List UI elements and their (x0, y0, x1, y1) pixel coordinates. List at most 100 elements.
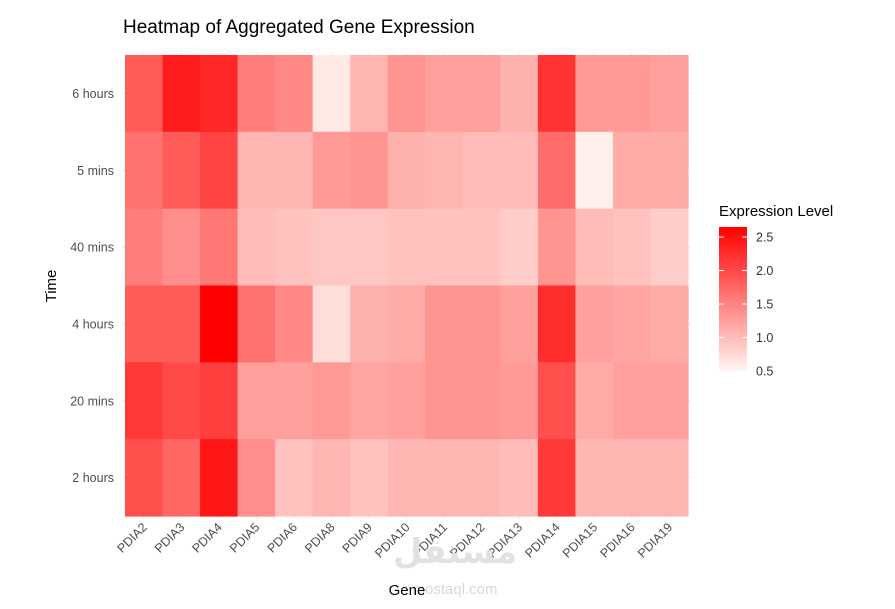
y-tick-label: 4 hours (72, 317, 114, 331)
heatmap-cell (575, 55, 614, 133)
legend-colorbar (719, 227, 747, 371)
x-tick-label: PDIA14 (522, 520, 562, 560)
heatmap-cell (312, 55, 351, 133)
x-tick-label: PDIA3 (152, 520, 187, 555)
heatmap-cell (537, 55, 576, 133)
y-axis-title: Time (43, 270, 60, 303)
heatmap-cell (125, 208, 164, 287)
heatmap-cell (425, 285, 464, 363)
heatmap-cell (462, 55, 501, 133)
heatmap-cell (575, 439, 614, 517)
chart-title: Heatmap of Aggregated Gene Expression (123, 17, 475, 38)
heatmap-cell (275, 131, 314, 210)
heatmap-cell (162, 208, 201, 287)
heatmap-cell (275, 285, 314, 363)
x-tick-label: PDIA5 (227, 520, 262, 555)
heatmap-cells (125, 55, 689, 517)
heatmap-cell (200, 208, 239, 287)
heatmap-cell (200, 362, 239, 440)
heatmap-cell (537, 131, 576, 210)
heatmap-cell (237, 131, 276, 210)
heatmap-cell (350, 208, 389, 287)
y-tick-label: 2 hours (72, 471, 114, 485)
heatmap-cell (575, 208, 614, 287)
heatmap-cell (425, 362, 464, 440)
heatmap-cell (237, 285, 276, 363)
legend-tick-label: 2.0 (756, 264, 773, 278)
legend-title: Expression Level (719, 203, 833, 220)
heatmap-cell (312, 439, 351, 517)
heatmap-cell (425, 208, 464, 287)
x-tick-label: PDIA8 (302, 520, 337, 555)
y-tick-label: 5 mins (77, 164, 114, 178)
heatmap-cell (237, 362, 276, 440)
legend-tick-label: 2.5 (756, 231, 773, 245)
legend-tick-label: 1.0 (756, 331, 773, 345)
heatmap-cell (650, 131, 689, 210)
heatmap-cell (125, 285, 164, 363)
heatmap-cell (500, 131, 539, 210)
heatmap-cell (312, 208, 351, 287)
heatmap-cell (350, 362, 389, 440)
heatmap-cell (500, 55, 539, 133)
heatmap-cell (275, 439, 314, 517)
y-tick-label: 6 hours (72, 87, 114, 101)
heatmap-cell (387, 362, 426, 440)
heatmap-cell (500, 362, 539, 440)
heatmap-cell (575, 285, 614, 363)
heatmap-cell (275, 55, 314, 133)
heatmap-cell (125, 131, 164, 210)
x-tick-label: PDIA2 (114, 520, 149, 555)
heatmap-cell (200, 285, 239, 363)
heatmap-cell (275, 362, 314, 440)
heatmap-cell (650, 55, 689, 133)
heatmap-cell (537, 439, 576, 517)
heatmap-cell (125, 362, 164, 440)
heatmap-cell (575, 131, 614, 210)
watermark-latin: mostaql.com (412, 581, 497, 598)
heatmap-cell (200, 131, 239, 210)
heatmap-cell (650, 439, 689, 517)
y-tick-label: 20 mins (70, 394, 114, 408)
heatmap-cell (462, 285, 501, 363)
heatmap-cell (462, 208, 501, 287)
heatmap-cell (537, 362, 576, 440)
heatmap-cell (387, 55, 426, 133)
heatmap-cell (650, 208, 689, 287)
heatmap-cell (387, 439, 426, 517)
heatmap-cell (537, 285, 576, 363)
heatmap-cell (612, 285, 652, 363)
x-tick-label: PDIA9 (340, 520, 375, 555)
heatmap-cell (425, 55, 464, 133)
heatmap-cell (237, 55, 276, 133)
heatmap-cell (650, 362, 689, 440)
x-tick-label: PDIA19 (635, 520, 675, 560)
heatmap-cell (387, 285, 426, 363)
legend-ticks: 0.5 1.0 1.5 2.0 2.5 (719, 231, 773, 379)
heatmap-cell (200, 55, 239, 133)
y-tick-label: 40 mins (70, 241, 114, 255)
heatmap-cell (162, 439, 201, 517)
watermark-arabic: مستقل (393, 533, 517, 571)
heatmap-cell (125, 55, 164, 133)
x-tick-label: PDIA16 (597, 520, 637, 560)
heatmap-cell (312, 362, 351, 440)
heatmap-cell (612, 439, 652, 517)
heatmap-cell (387, 131, 426, 210)
heatmap-cell (312, 131, 351, 210)
heatmap-cell (612, 131, 652, 210)
heatmap-cell (425, 131, 464, 210)
x-tick-label: PDIA4 (189, 520, 224, 555)
heatmap-cell (350, 285, 389, 363)
heatmap-cell (162, 131, 201, 210)
heatmap-cell (462, 131, 501, 210)
legend-tick-label: 1.5 (756, 298, 773, 312)
x-axis-title: Gene (389, 582, 426, 599)
heatmap-cell (612, 55, 652, 133)
y-axis-ticks: 6 hours 5 mins 40 mins 4 hours 20 mins 2 hour… (70, 87, 114, 485)
heatmap-cell (500, 285, 539, 363)
heatmap-cell (500, 208, 539, 287)
heatmap-cell (350, 131, 389, 210)
heatmap-cell (312, 285, 351, 363)
